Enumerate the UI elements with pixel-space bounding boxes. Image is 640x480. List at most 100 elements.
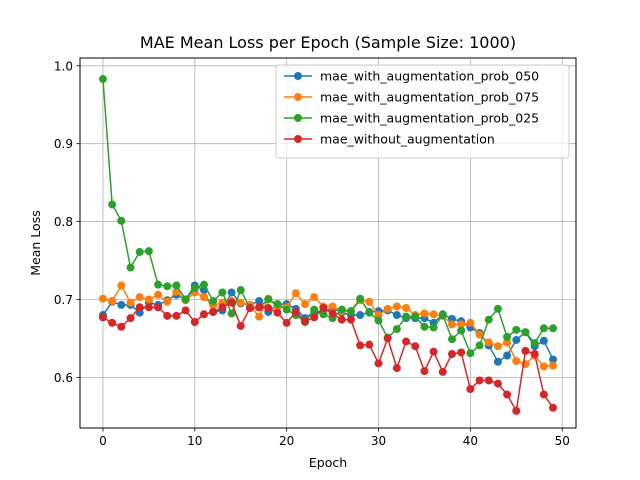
data-point [429,310,438,319]
data-point [512,406,521,415]
data-point [493,342,502,351]
data-point [503,332,512,341]
data-point [154,303,163,312]
data-point [493,357,502,366]
data-point [411,342,420,351]
data-point [530,339,539,348]
legend-box [275,64,570,159]
data-point [310,293,319,302]
legend-marker [294,93,302,101]
legend-item: mae_with_augmentation_prob_025 [284,111,539,126]
data-point [392,364,401,373]
legend-item: mae_with_augmentation_prob_075 [284,90,539,105]
data-point [236,321,245,330]
data-point [200,280,208,289]
data-point [337,315,346,324]
data-point [475,341,484,350]
data-point [172,281,181,290]
data-point [539,390,548,399]
data-point [108,297,117,306]
legend: mae_with_augmentation_prob_050 mae_with_a… [275,64,570,159]
data-point [493,304,502,313]
legend-marker [294,72,302,80]
data-point [365,308,374,317]
data-point [163,311,172,320]
data-point [328,302,337,311]
data-point [264,295,273,304]
data-point [466,349,475,358]
data-point [236,298,245,307]
data-point [218,288,227,297]
data-point [255,312,264,321]
data-point [273,308,282,317]
data-point [227,298,236,307]
data-point [420,367,429,376]
data-point [346,307,355,316]
data-point [448,335,456,344]
x-axis-label: Epoch [309,455,347,470]
data-point [549,355,558,364]
y-tick-label: 0.7 [54,293,73,307]
axis-ticks: 0 10 20 30 40 50 0.6 0.7 0.8 0.9 1.0 [54,59,570,448]
x-tick-label: 20 [279,434,294,448]
data-point [392,302,401,311]
y-tick-label: 0.8 [54,215,73,229]
data-point [319,304,328,313]
data-point [530,350,539,358]
data-point [227,309,236,318]
legend-item: mae_with_augmentation_prob_050 [284,69,539,84]
x-tick-label: 40 [463,434,478,448]
data-point [117,216,126,225]
data-point [209,297,218,306]
data-point [392,325,401,334]
data-point [328,309,337,318]
data-point [117,322,126,331]
legend-label: mae_with_augmentation_prob_075 [320,90,539,105]
data-point [438,311,447,320]
data-point [200,293,208,302]
y-axis-label: Mean Loss [28,210,43,275]
data-point [549,361,558,370]
data-point [402,304,411,313]
data-point [457,348,466,357]
x-tick-label: 30 [371,434,386,448]
legend-label: mae_without_augmentation [320,132,495,147]
data-point [245,304,254,313]
data-point [98,75,107,84]
data-point [457,326,466,335]
data-point [301,300,310,309]
data-point [392,311,401,320]
data-point [484,315,493,324]
data-point [365,297,374,306]
data-point [365,340,374,349]
data-point [291,289,300,298]
data-point [190,283,199,292]
data-point [484,376,493,385]
data-point [154,290,163,299]
data-point [255,303,264,312]
data-point [227,288,236,297]
legend-marker [294,135,302,143]
data-point [273,300,282,309]
data-point [429,347,438,356]
y-tick-label: 0.6 [54,371,73,385]
data-point [429,323,438,332]
x-tick-label: 10 [187,434,202,448]
data-point [374,359,383,368]
data-point [163,297,172,306]
data-point [521,328,530,337]
data-point [144,303,153,312]
y-tick-label: 1.0 [54,59,73,73]
data-point [549,324,558,333]
data-point [346,315,355,324]
chart-title: MAE Mean Loss per Epoch (Sample Size: 10… [140,33,516,52]
data-point [218,303,227,312]
legend-label: mae_with_augmentation_prob_050 [320,69,539,84]
data-point [549,403,558,412]
data-point [135,303,144,312]
data-point [319,310,328,319]
data-point [135,247,144,256]
data-point [521,346,530,355]
data-point [402,337,411,346]
data-point [539,336,548,345]
